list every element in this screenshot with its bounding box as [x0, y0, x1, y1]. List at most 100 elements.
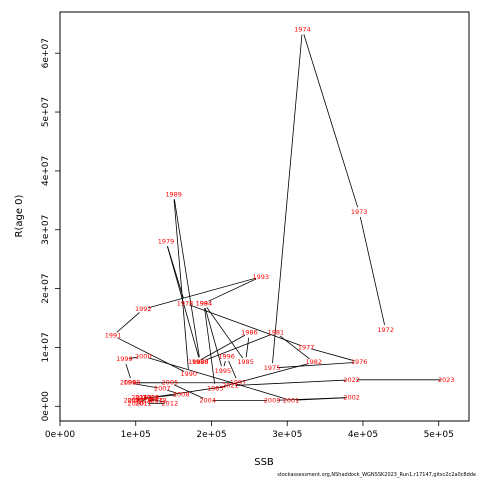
- point-label-1977: 1977: [298, 343, 315, 351]
- segment-2007-2008: [166, 389, 177, 394]
- point-label-2023: 2023: [438, 376, 455, 384]
- y-tick-label-6: 6e+07: [41, 38, 51, 68]
- segment-1986-1987: [200, 334, 246, 361]
- y-tick-label-3: 3e+07: [41, 215, 51, 245]
- point-label-1978: 1978: [177, 299, 194, 307]
- point-label-2005: 2005: [162, 379, 179, 387]
- point-label-2012: 2012: [162, 399, 179, 407]
- segment-1983-1984: [204, 308, 216, 384]
- point-label-1991: 1991: [105, 332, 122, 340]
- segment-1998-1999: [125, 363, 131, 379]
- series-lines: [116, 34, 442, 404]
- point-label-1984: 1984: [196, 299, 213, 307]
- point-label-2009: 2009: [143, 393, 160, 401]
- segment-2009-2010: [140, 398, 147, 402]
- segment-1996-1997: [228, 360, 237, 379]
- segment-1995-1996: [223, 361, 226, 367]
- segment-1991-1992: [116, 312, 140, 333]
- x-axis: 0e+00 1e+05 2e+05 3e+05 4e+05 5e+05: [45, 420, 454, 440]
- x-tick-label-4: 4e+05: [348, 430, 378, 440]
- y-axis-title: R(age 0): [14, 194, 25, 237]
- point-label-1998: 1998: [124, 379, 141, 387]
- y-axis: 0e+00 1e+07 2e+07 3e+07 4e+07 5e+07 6e+07: [41, 38, 61, 422]
- point-label-1997: 1997: [230, 379, 247, 387]
- point-label-2013: 2013: [135, 393, 152, 401]
- point-label-1990: 1990: [180, 370, 197, 378]
- segment-1999-2000: [129, 356, 139, 359]
- y-tick-label-4: 4e+07: [41, 156, 51, 186]
- point-label-2019: 2019: [135, 396, 152, 404]
- y-tick-label-2: 2e+07: [41, 273, 51, 303]
- point-label-2011: 2011: [135, 399, 152, 407]
- segment-1975-1976: [277, 362, 355, 369]
- segment-1976-1977: [310, 348, 355, 362]
- point-label-1976: 1976: [351, 358, 368, 366]
- point-label-1992: 1992: [135, 305, 152, 313]
- segment-1988-1989: [173, 199, 200, 358]
- segment-1994-1995: [204, 308, 222, 367]
- point-label-1993: 1993: [252, 273, 269, 281]
- point-label-2003: 2003: [264, 396, 281, 404]
- segment-1993-1994: [208, 278, 257, 302]
- segment-1980-1981: [204, 334, 272, 361]
- point-label-2017: 2017: [146, 396, 163, 404]
- point-label-1987: 1987: [188, 358, 205, 366]
- segment-1992-1993: [148, 277, 256, 309]
- segment-1981-1982: [279, 335, 311, 360]
- x-tick-label-1: 1e+05: [121, 430, 151, 440]
- point-label-2001: 2001: [283, 396, 300, 404]
- segment-1974-1975: [272, 34, 303, 364]
- segment-2000-2001: [147, 357, 287, 400]
- point-label-1972: 1972: [377, 326, 394, 334]
- segment-2020-2021: [136, 386, 226, 401]
- y-tick-label-5: 5e+07: [41, 97, 51, 127]
- y-tick-label-0: 0e+00: [41, 391, 51, 422]
- point-label-1985: 1985: [237, 358, 254, 366]
- point-label-1986: 1986: [241, 329, 258, 337]
- point-label-1996: 1996: [218, 352, 235, 360]
- point-label-1999: 1999: [116, 355, 133, 363]
- point-label-2004: 2004: [199, 396, 216, 404]
- segment-1984-1985: [206, 307, 244, 359]
- segment-2002-2003: [277, 397, 347, 401]
- point-label-2010: 2010: [127, 399, 144, 407]
- segment-1979-1980: [167, 246, 200, 358]
- segment-2021-2022: [235, 379, 347, 386]
- point-label-2015: 2015: [131, 393, 148, 401]
- segment-1977-1978: [189, 304, 302, 347]
- footer-note: stockassessment.org,NShaddock_WGNSSK2023…: [277, 472, 476, 478]
- segment-1989-1990: [173, 199, 189, 369]
- point-label-2007: 2007: [154, 385, 171, 393]
- point-label-2018: 2018: [150, 396, 167, 404]
- x-tick-label-3: 3e+05: [272, 430, 302, 440]
- point-label-2016: 2016: [143, 393, 160, 401]
- y-tick-label-1: 1e+07: [41, 332, 51, 362]
- point-label-1983: 1983: [207, 385, 224, 393]
- point-label-1981: 1981: [268, 329, 285, 337]
- point-labels: 1972 1973 1974 1975 1976 1977 1978 1979 1980 1981…: [105, 26, 455, 408]
- x-axis-title: SSB: [254, 457, 274, 468]
- point-label-1995: 1995: [215, 367, 232, 375]
- point-label-1979: 1979: [158, 238, 175, 246]
- point-label-2002: 2002: [343, 393, 360, 401]
- point-label-2006: 2006: [120, 379, 137, 387]
- segment-1990-1991: [117, 337, 185, 373]
- point-label-2000: 2000: [135, 352, 152, 360]
- segment-2006-2007: [133, 383, 158, 389]
- segment-2016-2017: [152, 398, 154, 400]
- point-label-1982: 1982: [305, 358, 322, 366]
- segment-1985-1986: [245, 337, 250, 358]
- segment-1972-1973: [359, 216, 385, 325]
- point-label-1975: 1975: [264, 364, 281, 372]
- point-label-1980: 1980: [192, 358, 209, 366]
- point-label-1973: 1973: [351, 208, 368, 216]
- x-tick-label-5: 5e+05: [424, 430, 454, 440]
- point-label-2021: 2021: [222, 382, 239, 390]
- segment-2014-2015: [137, 398, 139, 400]
- point-label-2008: 2008: [173, 391, 190, 399]
- point-label-2020: 2020: [124, 396, 141, 404]
- x-tick-label-2: 2e+05: [196, 430, 226, 440]
- segment-1973-1974: [303, 34, 359, 208]
- point-label-2022: 2022: [343, 376, 360, 384]
